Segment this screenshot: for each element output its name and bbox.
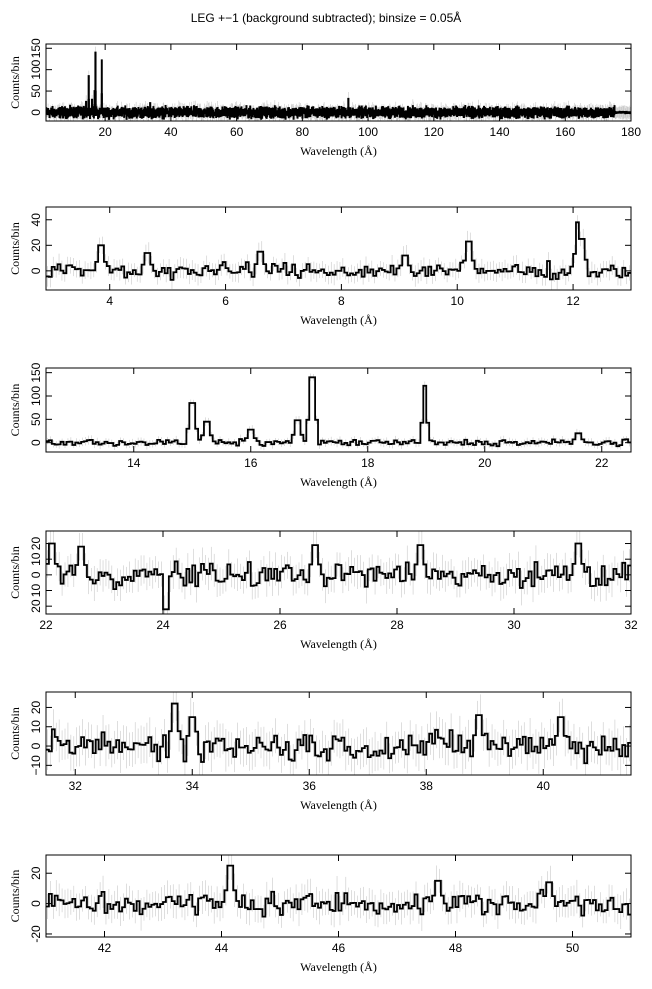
x-tick-label: 160 [555,125,575,139]
y-tick-label: 10 [29,584,43,598]
x-tick-label: 10 [451,294,465,308]
y-tick-label: 50 [29,412,43,426]
y-tick-label: 0 [29,439,43,446]
y-tick-label: 100 [29,59,43,79]
chart-panels: 20 40 60 80 100 120 140 160 180050100150Waveleng… [8,38,641,974]
y-axis-label: Counts/bin [8,870,22,923]
x-tick-label: 80 [296,125,310,139]
figure-title: LEG +−1 (background subtracted); binsize… [191,10,462,25]
y-tick-label: 0 [29,571,43,578]
error-bars [47,373,630,451]
x-tick-label: 32 [624,618,638,632]
x-tick-label: 32 [69,779,83,793]
x-tick-label: 48 [449,941,463,955]
x-tick-label: 26 [273,618,287,632]
x-tick-label: 8 [338,294,345,308]
x-tick-label: 20 [478,456,492,470]
y-axis-label: Counts/bin [8,384,22,437]
x-tick-label: 14 [127,456,141,470]
x-tick-label: 28 [390,618,404,632]
x-tick-label: 100 [358,125,378,139]
spectrum-series-line [46,864,631,918]
spectrum-series-line [46,376,631,448]
y-tick-label: 20 [29,599,43,613]
y-tick-label: -20 [29,925,43,943]
error-bars [47,855,630,932]
y-tick-label: 10 [29,720,43,734]
y-tick-label: 20 [29,866,43,880]
x-tick-label: 22 [595,456,609,470]
spectrum-series-line [46,702,631,765]
y-tick-label: 0 [29,900,43,907]
y-tick-label: 100 [29,386,43,406]
y-tick-label: 0 [29,109,43,116]
x-tick-label: 180 [621,125,641,139]
y-tick-label: 10 [29,552,43,566]
x-axis-label: Wavelength (Å) [300,960,377,974]
y-axis-label: Counts/bin [8,222,22,275]
chart-panel-6: 42 44 46 48 50 -20 0 20 Wavelength (Å) Counts/bin [8,854,632,974]
error-bars [47,215,630,290]
x-tick-label: 42 [98,941,112,955]
x-tick-label: 16 [244,456,258,470]
x-tick-label: 34 [186,779,200,793]
y-tick-label: 0 [29,742,43,749]
y-tick-label: 150 [29,38,43,58]
x-tick-label: 24 [156,618,170,632]
y-tick-label: 20 [29,537,43,551]
plot-frame [45,206,632,291]
spectrum-series-line [46,542,631,611]
x-tick-label: 120 [424,125,444,139]
x-tick-label: 50 [566,941,580,955]
y-tick-label: 0 [29,267,43,274]
y-axis-label: Counts/bin [8,707,22,760]
chart-panel-3: 14 16 18 20 22 0 50 100 150 Wavelength (Å) Counts/… [8,362,632,489]
plot-frame [45,691,632,776]
x-axis-label: Wavelength (Å) [300,637,377,651]
x-axis-label: Wavelength (Å) [300,313,377,327]
error-bars [47,531,630,614]
x-tick-label: 18 [361,456,375,470]
chart-panel-1: 20 40 60 80 100 120 140 160 180050100150Waveleng… [8,38,641,158]
chart-panel-2: 4 6 8 10 12 0 20 40 Wavelength (Å) Counts/bin [8,206,632,327]
x-tick-label: 6 [222,294,229,308]
y-tick-label: −10 [29,755,43,776]
y-axis-label: Counts/bin [8,56,22,109]
x-axis-label: Wavelength (Å) [300,798,377,812]
x-tick-label: 44 [215,941,229,955]
y-tick-label: 50 [29,84,43,98]
spectrum-series-line [46,51,631,120]
x-axis-label: Wavelength (Å) [300,475,377,489]
plot-frame [45,43,632,122]
y-tick-label: 150 [29,362,43,382]
x-tick-label: 140 [490,125,510,139]
x-tick-label: 22 [39,618,53,632]
y-tick-label: 20 [29,238,43,252]
x-tick-label: 46 [332,941,346,955]
x-tick-label: 30 [507,618,521,632]
x-tick-label: 36 [303,779,317,793]
x-tick-label: 20 [98,125,112,139]
chart-panel-5: 32 34 36 38 40 −10 0 10 20 Wavelength (Å) Counts/b… [8,691,632,812]
x-tick-label: 60 [230,125,244,139]
x-tick-label: 40 [164,125,178,139]
plot-frame [45,530,632,615]
y-tick-label: 40 [29,213,43,227]
error-bars [47,692,630,775]
x-tick-label: 40 [537,779,551,793]
y-axis-label: Counts/bin [8,546,22,599]
x-axis-label: Wavelength (Å) [300,144,377,158]
y-tick-label: 20 [29,700,43,714]
spectrum-series-line [46,221,631,281]
x-tick-label: 12 [566,294,580,308]
plot-frame [45,367,632,453]
x-tick-label: 4 [106,294,113,308]
x-tick-label: 38 [420,779,434,793]
